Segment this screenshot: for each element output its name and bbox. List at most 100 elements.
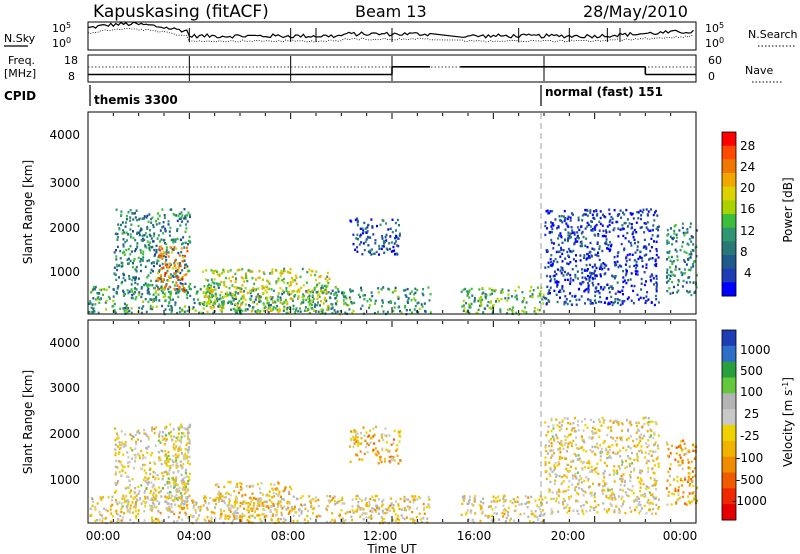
velocity-echo-cell-2049 — [560, 427, 563, 430]
power-echo-cell-1857 — [570, 212, 573, 215]
power-echo-cell-2338 — [666, 234, 669, 237]
power-echo-cell-937 — [183, 217, 186, 220]
velocity-echo-cell-1382 — [461, 502, 464, 505]
velocity-echo-cell-1651 — [550, 511, 553, 514]
power-echo-cell-475 — [122, 307, 125, 310]
velocity-echo-cell-378 — [396, 517, 399, 520]
power-echo-cell-800 — [170, 208, 173, 211]
power-echo-cell-704 — [158, 287, 161, 291]
power-echo-cell-1609 — [494, 288, 497, 292]
velocity-echo-cell-1569 — [612, 451, 615, 454]
power-echo-cell-1394 — [356, 217, 359, 220]
power-echo-cell-940 — [152, 261, 155, 264]
velocity-echo-cell-2121 — [576, 509, 579, 513]
velocity-echo-cell-1053 — [167, 486, 170, 489]
power-echo-cell-1116 — [289, 281, 292, 284]
velocity-echo-cell-843 — [166, 438, 168, 441]
power-echo-cell-67 — [170, 305, 173, 308]
power-echo-cell-70 — [112, 295, 115, 298]
velocity-echo-cell-1184 — [215, 502, 217, 506]
velocity-echo-cell-976 — [185, 472, 188, 475]
velocity-echo-cell-417 — [418, 512, 421, 515]
velocity-echo-cell-2061 — [585, 501, 588, 504]
velocity-echo-cell-1554 — [638, 480, 641, 483]
velocity-echo-cell-1842 — [594, 492, 596, 495]
power-echo-cell-960 — [183, 266, 186, 269]
velocity-echo-cell-1344 — [397, 430, 400, 434]
velocity-echo-cell-276 — [210, 510, 213, 514]
velocity-echo-cell-1423 — [474, 495, 477, 498]
power-echo-cell-749 — [177, 291, 180, 294]
power-echo-cell-2117 — [547, 261, 550, 264]
velocity-echo-cell-1004 — [184, 447, 187, 451]
velocity-echo-cell-709 — [150, 429, 153, 432]
power-echo-cell-2251 — [560, 272, 563, 275]
velocity-echo-cell-404 — [307, 520, 309, 523]
velocity-echo-cell-1462 — [516, 496, 519, 499]
velocity-echo-cell-1498 — [540, 503, 543, 506]
power-echo-cell-620 — [113, 272, 116, 276]
power-echo-cell-1377 — [227, 270, 229, 273]
power-echo-cell-841 — [114, 232, 117, 235]
power-echo-cell-1500 — [464, 287, 467, 291]
velocity-echo-cell-694 — [175, 462, 178, 465]
velocity-echo-cell-161 — [92, 500, 94, 503]
velocity-echo-cell-2030 — [603, 489, 606, 492]
power-echo-cell-2123 — [556, 300, 559, 304]
power-echo-cell-1078 — [235, 278, 238, 282]
power-echo-cell-885 — [118, 276, 120, 279]
power-echo-cell-1261 — [317, 301, 319, 304]
power-echo-cell-2244 — [652, 224, 655, 227]
power-echo-cell-456 — [299, 310, 302, 313]
power-echo-cell-192 — [405, 309, 408, 312]
power-echo-cell-2021 — [561, 285, 564, 288]
power-echo-cell-2351 — [688, 257, 691, 260]
velocity-echo-cell-1286 — [373, 433, 376, 436]
power-echo-cell-1469 — [357, 219, 359, 223]
power-echo-cell-2201 — [592, 284, 595, 287]
velocity-echo-cell-2133 — [653, 443, 656, 446]
velocity-echo-cell-1657 — [562, 497, 565, 501]
velocity-echo-cell-681 — [175, 445, 178, 448]
power-echo-cell-875 — [159, 229, 162, 232]
power-echo-cell-588 — [145, 216, 148, 219]
velocity-echo-cell-1635 — [641, 437, 644, 440]
power-echo-cell-1501 — [462, 288, 465, 291]
velocity-echo-cell-1422 — [531, 512, 534, 515]
power-echo-cell-2263 — [587, 286, 590, 289]
velocity-echo-cell-1479 — [533, 514, 536, 517]
velocity-echo-cell-227 — [315, 515, 318, 518]
power-echo-cell-1635 — [639, 296, 642, 299]
power-echo-cell-1418 — [383, 242, 385, 245]
power-echo-cell-2130 — [622, 211, 624, 214]
velocity-echo-cell-496 — [364, 497, 367, 500]
velocity-echo-cell-1070 — [172, 454, 175, 458]
power-echo-cell-2374 — [669, 266, 672, 269]
velocity-echo-cell-1487 — [467, 502, 470, 506]
power-echo-cell-1374 — [325, 285, 328, 288]
velocity-echo-cell-755 — [147, 481, 150, 484]
velocity-echo-cell-947 — [179, 464, 182, 467]
power-echo-cell-986 — [169, 276, 172, 279]
velocity-echo-cell-1933 — [592, 507, 595, 510]
velocity-echo-cell-13 — [384, 521, 387, 524]
power-echo-cell-489 — [316, 304, 319, 307]
velocity-echo-cell-231 — [298, 507, 301, 511]
power-echo-cell-1999 — [585, 288, 588, 291]
power-echo-cell-523 — [382, 310, 385, 313]
power-echo-cell-291 — [421, 305, 424, 308]
velocity-echo-cell-833 — [145, 434, 148, 437]
power-echo-cell-799 — [165, 246, 168, 249]
velocity-echo-cell-1377 — [466, 509, 469, 512]
power-echo-cell-1914 — [654, 258, 657, 261]
velocity-echo-cell-830 — [161, 449, 164, 453]
power-echo-cell-116 — [325, 299, 328, 303]
velocity-echo-cell-448 — [219, 517, 222, 520]
power-echo-cell-851 — [127, 291, 130, 295]
velocity-echo-cell-342 — [110, 512, 113, 515]
velocity-echo-cell-2273 — [683, 442, 686, 445]
velocity-echo-cell-1248 — [276, 519, 279, 522]
velocity-echo-cell-605 — [183, 476, 186, 479]
power-colorbar-swatch-2 — [722, 159, 736, 174]
velocity-echo-cell-2231 — [675, 501, 678, 504]
